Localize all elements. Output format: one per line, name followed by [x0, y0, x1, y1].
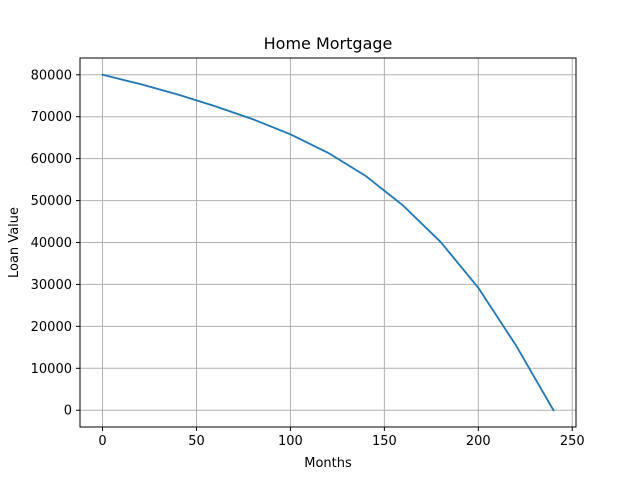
x-tick-label: 250 [560, 434, 585, 449]
tick-layer: 0 50 100 150 200 250 0 10000 20000 30000 40000 5000… [31, 68, 585, 449]
grid [80, 58, 576, 427]
x-tick-label: 50 [188, 434, 205, 449]
loan-value-line [101, 73, 555, 412]
x-tick-label: 0 [98, 434, 106, 449]
y-tick-label: 20000 [31, 320, 72, 335]
y-tick-label: 10000 [31, 362, 72, 377]
y-tick-label: 80000 [31, 68, 72, 83]
y-tick-label: 30000 [31, 278, 72, 293]
x-axis-label: Months [304, 456, 352, 471]
series-layer [101, 73, 555, 412]
y-tick-label: 60000 [31, 152, 72, 167]
y-tick-label: 70000 [31, 110, 72, 125]
y-axis-label: Loan Value [7, 207, 22, 278]
y-tick-label: 0 [64, 404, 72, 419]
x-tick-label: 200 [466, 434, 491, 449]
y-tick-label: 40000 [31, 236, 72, 251]
x-tick-label: 150 [372, 434, 397, 449]
y-tick-label: 50000 [31, 194, 72, 209]
chart-title: Home Mortgage [264, 34, 393, 53]
x-tick-label: 100 [278, 434, 303, 449]
